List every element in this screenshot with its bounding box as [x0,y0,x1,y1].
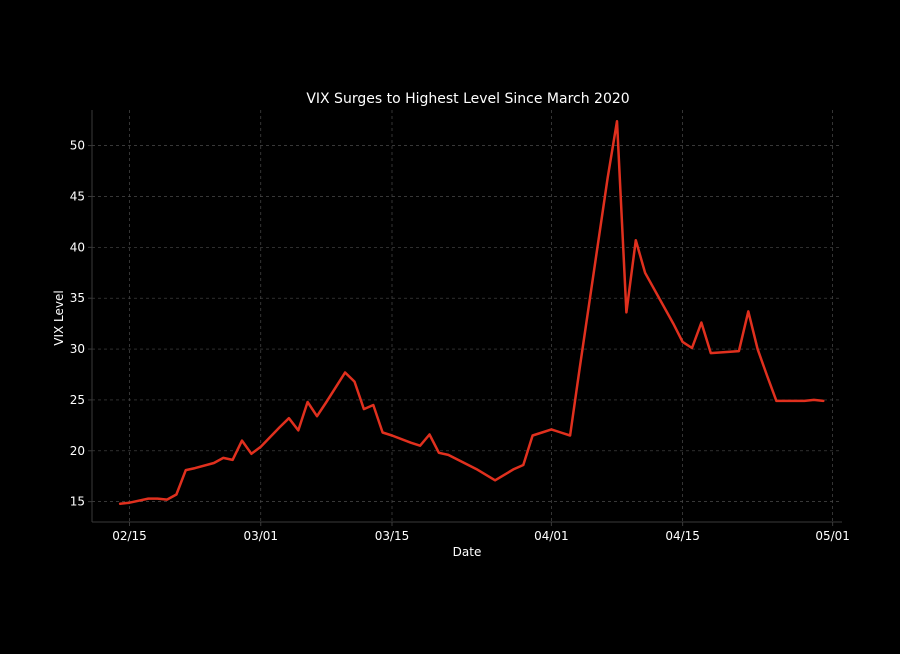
y-tick-label: 15 [70,495,85,509]
data-point [494,479,496,482]
data-point [709,352,712,354]
data-point [691,347,693,349]
data-point [531,434,534,437]
x-tick-label: 05/01 [815,529,850,543]
data-point [231,459,234,461]
data-point [147,497,150,500]
data-point [222,457,225,459]
tick-labels: 15 20 25 30 35 40 45 50 02/15 03/01 03/15 04/01 04/1… [70,139,850,543]
data-point [128,501,131,504]
data-point [522,464,525,466]
data-point [184,469,187,471]
y-axis-label: VIX Level [52,290,66,345]
y-tick-label: 40 [70,240,85,254]
x-tick-label: 04/15 [665,529,700,543]
data-point [738,350,740,352]
y-tick-label: 25 [70,393,85,407]
data-point [344,371,346,374]
data-point [447,454,450,456]
data-point [625,311,628,314]
data-point [419,444,421,447]
data-point [606,177,609,179]
data-point [156,497,159,500]
data-point [681,341,684,343]
data-point [288,417,290,420]
data-point [513,468,515,470]
data-point [213,462,215,464]
data-point [559,431,562,434]
data-point [775,400,778,402]
series-layer [118,119,825,505]
chart-title: VIX Surges to Highest Level Since March … [306,91,629,107]
data-point [578,368,581,371]
data-point [756,348,759,350]
x-tick-label: 04/01 [534,529,569,543]
data-point [166,498,168,501]
x-tick-label: 03/01 [243,529,278,543]
data-point [569,434,571,437]
grid [92,110,842,522]
data-point [250,453,253,455]
data-point [297,429,300,432]
data-point [241,439,243,442]
data-point [822,400,825,402]
data-point [409,441,412,444]
data-point [766,374,768,377]
data-point [391,434,393,437]
data-point [278,426,281,429]
axes [88,110,842,526]
data-point [438,452,440,454]
data-point [381,431,384,434]
data-point [363,408,365,410]
data-point [475,468,478,470]
data-point [541,431,543,434]
data-point [372,404,375,406]
y-tick-label: 35 [70,291,85,305]
data-point [259,445,262,448]
y-tick-label: 30 [70,342,85,356]
data-point [747,310,750,313]
y-tick-label: 50 [70,139,85,153]
data-point [306,401,309,403]
data-point [428,433,431,436]
x-tick-label: 02/15 [112,529,147,543]
data-point [644,271,646,274]
y-tick-label: 20 [70,444,85,458]
x-tick-label: 03/15 [375,529,410,543]
data-point [700,321,703,324]
data-point [813,399,815,401]
data-point [634,239,637,242]
y-tick-label: 45 [70,189,85,203]
data-point [316,415,318,418]
data-point [325,401,328,403]
data-point [194,467,196,469]
data-point [672,322,675,325]
x-axis-label: Date [453,545,482,559]
data-point [550,428,553,431]
data-point [616,120,618,122]
data-point [353,380,356,383]
data-point [119,502,121,505]
data-point [803,400,806,402]
data-point [175,493,178,496]
